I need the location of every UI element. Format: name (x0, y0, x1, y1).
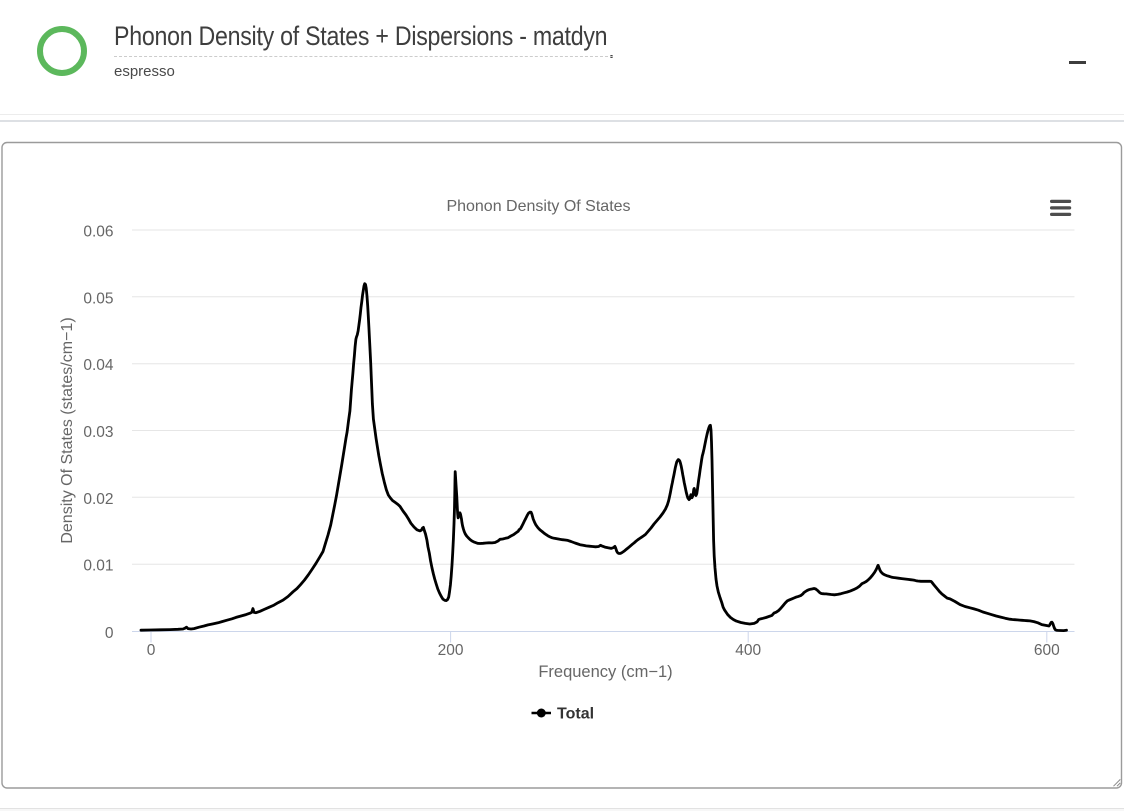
svg-text:Phonon Density Of States: Phonon Density Of States (446, 198, 630, 215)
svg-text:600: 600 (1034, 642, 1060, 659)
svg-text:Frequency (cm−1): Frequency (cm−1) (538, 663, 672, 681)
svg-text:0.01: 0.01 (83, 558, 113, 575)
svg-text:200: 200 (438, 642, 464, 659)
svg-text:400: 400 (735, 642, 761, 659)
svg-text:0.02: 0.02 (83, 491, 113, 508)
svg-text:0.03: 0.03 (83, 424, 113, 441)
svg-text:0.05: 0.05 (83, 290, 113, 307)
svg-text:Total: Total (557, 706, 594, 723)
svg-text:0: 0 (147, 642, 156, 659)
svg-text:0: 0 (105, 625, 114, 642)
svg-text:0.04: 0.04 (83, 357, 114, 374)
svg-text:Density Of States (states/cm−1: Density Of States (states/cm−1) (59, 317, 76, 543)
svg-text:0.06: 0.06 (83, 224, 113, 241)
